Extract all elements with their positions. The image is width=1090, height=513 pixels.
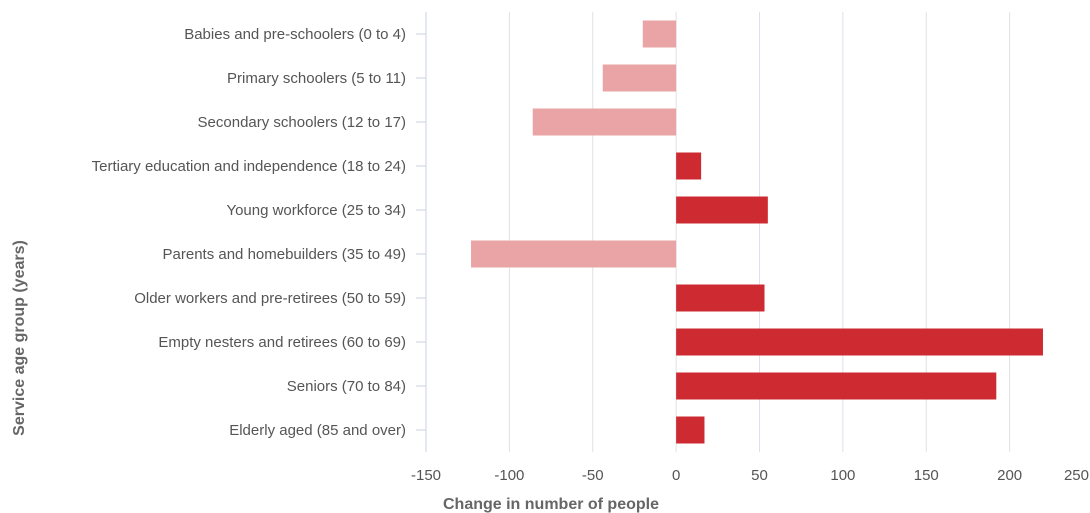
x-tick-label: 50 [751, 467, 768, 484]
category-label: Secondary schoolers (12 to 17) [198, 114, 406, 131]
x-tick-label: 100 [830, 467, 855, 484]
x-tick-label: 250 [1064, 467, 1089, 484]
bar [471, 240, 677, 268]
category-label: Older workers and pre-retirees (50 to 59… [134, 290, 406, 307]
x-tick-label: -150 [411, 467, 441, 484]
bar [676, 284, 765, 312]
bar [676, 372, 997, 400]
x-tick-label: 150 [914, 467, 939, 484]
category-label: Elderly aged (85 and over) [229, 422, 406, 439]
bar [532, 108, 677, 136]
bars [471, 20, 1043, 444]
bar [676, 328, 1043, 356]
x-tick-labels: -150 -100 -50 0 50 100 150 200 250 [411, 467, 1089, 484]
bar [676, 416, 705, 444]
category-labels: Babies and pre-schoolers (0 to 4) Primary… [92, 26, 406, 439]
category-label: Parents and homebuilders (35 to 49) [163, 246, 406, 263]
x-tick-label: 0 [672, 467, 680, 484]
category-label: Young workforce (25 to 34) [226, 202, 406, 219]
x-tick-label: -50 [582, 467, 604, 484]
x-tick-label: -100 [494, 467, 524, 484]
bar [676, 152, 702, 180]
bar [602, 64, 677, 92]
category-label: Seniors (70 to 84) [287, 378, 406, 395]
x-axis-title: Change in number of people [443, 496, 659, 513]
category-label: Primary schoolers (5 to 11) [227, 70, 406, 87]
bar [676, 196, 768, 224]
y-axis-title: Service age group (years) [11, 240, 28, 436]
bar [642, 20, 677, 48]
category-label: Babies and pre-schoolers (0 to 4) [184, 26, 406, 43]
category-label: Empty nesters and retirees (60 to 69) [158, 334, 406, 351]
y-axis [416, 12, 427, 452]
x-tick-label: 200 [997, 467, 1022, 484]
category-label: Tertiary education and independence (18 … [92, 158, 406, 175]
